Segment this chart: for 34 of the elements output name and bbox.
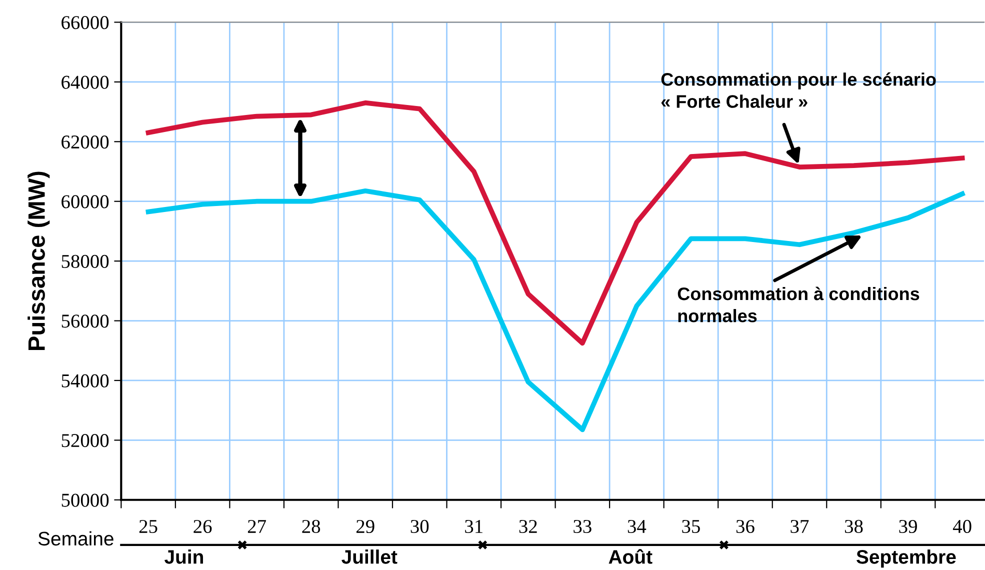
x-tick-label: 26 [194,520,212,534]
y-tick-label: 64000 [62,76,109,89]
text: Septembre [856,550,956,568]
x-tick-label: 39 [899,520,917,534]
text: Juillet [342,550,398,564]
x-tick-label: 31 [465,520,482,534]
y-tick-label: 54000 [62,374,109,388]
text: Août [608,549,652,564]
annotation: Consommation à conditions normales [678,286,920,322]
x-tick-label: 32 [519,520,537,534]
annotation: Consommation pour le scénario « Forte Chaleur » [661,72,936,108]
y-tick-label: 56000 [62,314,109,328]
x-tick-label: 28 [302,520,320,534]
text: Juin [164,550,203,564]
x-tick-label: 27 [248,520,266,533]
x-tick-label: 25 [139,520,158,534]
x-tick-label: 33 [574,520,592,534]
x-tick-label: 34 [628,520,646,534]
y-axis-title: Puissance (MW) [28,172,50,350]
y-tick-label: 62000 [62,135,109,149]
x-tick-label: 29 [356,520,374,534]
y-tick-label: 50000 [62,494,109,507]
y-tick-label: 52000 [62,434,109,448]
x-tick-label: 38 [844,520,863,534]
y-tick-label: 58000 [62,254,109,268]
y-tick-label: 60000 [62,195,109,208]
x-tick-label: 35 [682,520,700,534]
x-tick-label: 30 [410,520,429,534]
line-series [146,188,965,432]
x-tick-label: 36 [736,520,754,534]
x-tick-label: 40 [952,520,972,534]
x-tick-label: 37 [790,520,809,534]
y-tick-label: 66000 [62,16,109,30]
x-axis-title: Semaine [38,531,114,546]
